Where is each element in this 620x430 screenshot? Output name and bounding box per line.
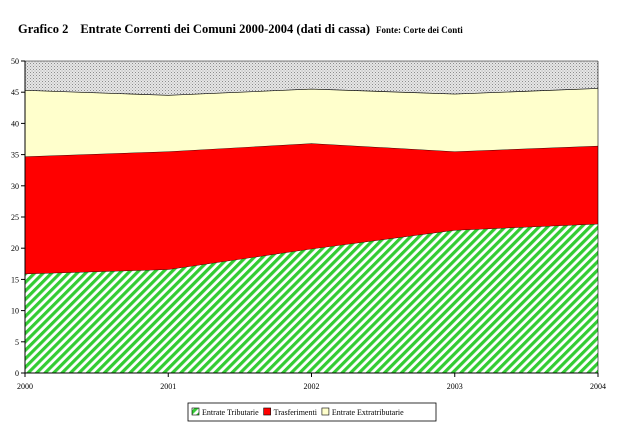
legend-swatch-1 — [263, 407, 271, 416]
chart-title-number: Grafico 2 — [18, 22, 69, 36]
chart-title: Grafico 2 Entrate Correnti dei Comuni 200… — [18, 20, 463, 38]
y-tick-label: 20 — [11, 244, 19, 253]
legend-swatch-2 — [321, 407, 330, 416]
y-tick-label: 35 — [11, 151, 19, 160]
chart-source: Fonte: Corte dei Conti — [376, 25, 463, 35]
y-tick-label: 45 — [11, 88, 19, 97]
legend-label-1: Trasferimenti — [274, 408, 318, 417]
y-tick-label: 30 — [11, 182, 19, 191]
y-tick-label: 10 — [11, 307, 19, 316]
area-series-2 — [25, 88, 598, 157]
chart-title-text: Entrate Correnti dei Comuni 2000-2004 (d… — [80, 22, 371, 36]
x-tick-label: 2004 — [590, 382, 606, 391]
x-tick-label: 2002 — [304, 382, 320, 391]
y-tick-label: 5 — [15, 338, 19, 347]
y-tick-label: 40 — [11, 119, 19, 128]
x-tick-label: 2000 — [17, 382, 33, 391]
legend-box — [187, 402, 437, 422]
area-series-1 — [25, 143, 598, 274]
x-tick-label: 2001 — [160, 382, 176, 391]
y-tick-label: 50 — [11, 57, 19, 66]
area-series-0 — [25, 223, 598, 373]
y-tick-label: 25 — [11, 213, 19, 222]
y-tick-label: 15 — [11, 275, 19, 284]
legend-swatch-0 — [191, 407, 200, 416]
legend-label-0: Entrate Tributarie — [202, 408, 259, 417]
y-tick-label: 0 — [15, 369, 19, 378]
area-series-2-edge — [24, 88, 599, 96]
legend-label-2: Entrate Extratributarie — [332, 408, 404, 417]
x-tick-label: 2003 — [447, 382, 463, 391]
